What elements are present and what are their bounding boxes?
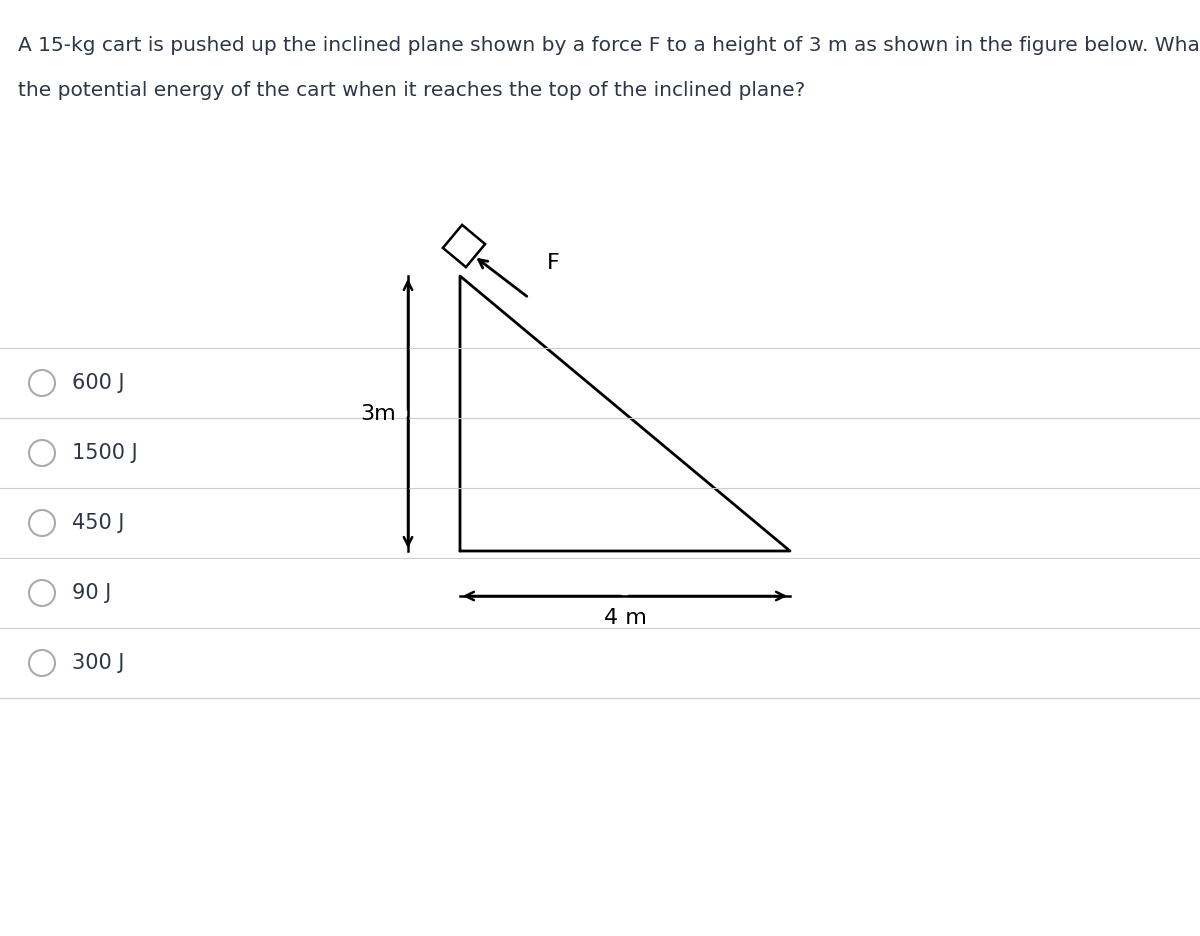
Text: 600 J: 600 J (72, 373, 125, 393)
Text: 300 J: 300 J (72, 653, 125, 673)
Text: F: F (547, 253, 559, 273)
Text: 1500 J: 1500 J (72, 443, 138, 463)
Text: A 15-kg cart is pushed up the inclined plane shown by a force F to a height of 3: A 15-kg cart is pushed up the inclined p… (18, 36, 1200, 55)
Text: 3m: 3m (360, 403, 396, 423)
Text: 450 J: 450 J (72, 513, 125, 533)
Text: 4 m: 4 m (604, 608, 647, 628)
Text: 90 J: 90 J (72, 583, 112, 603)
Text: the potential energy of the cart when it reaches the top of the inclined plane?: the potential energy of the cart when it… (18, 81, 805, 100)
